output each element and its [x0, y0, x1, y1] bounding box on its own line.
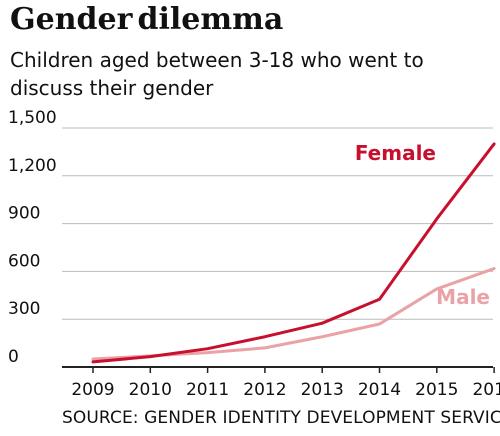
- y-tick-label: 900: [8, 204, 40, 224]
- series-label-female: Female: [355, 141, 436, 165]
- series-label-male: Male: [436, 285, 490, 309]
- x-tick-label: 2013: [301, 380, 344, 400]
- x-tick-label: 2016: [472, 380, 500, 400]
- series-lines: [91, 142, 496, 364]
- y-tick-label: 1,500: [8, 108, 57, 128]
- series-line-female: [91, 142, 496, 364]
- x-tick-label: 2014: [358, 380, 401, 400]
- x-tick-label: 2012: [243, 380, 286, 400]
- y-tick-label: 300: [8, 299, 40, 319]
- y-axis-ticks: 0 300 600 900 1,200 1,500: [8, 108, 57, 367]
- x-tick-label: 2010: [129, 380, 172, 400]
- title-word-dilemma: dilemma: [137, 2, 284, 37]
- source-note: SOURCE: GENDER IDENTITY DEVELOPMENT SERV…: [62, 408, 500, 428]
- y-tick-label: 600: [8, 251, 40, 271]
- title-word-gender: Gender: [10, 2, 133, 37]
- y-tick-label: 0: [8, 347, 19, 367]
- x-tick-label: 2009: [71, 380, 114, 400]
- x-axis-ticks: 2009 2010 2011 2012 2013 2014 2015 2016: [71, 367, 500, 400]
- chart-subtitle: Children aged between 3-18 who went to d…: [10, 48, 424, 100]
- x-tick-label: 2015: [415, 380, 458, 400]
- chart-title: Gender dilemma: [10, 2, 283, 37]
- series-line-male: [91, 267, 496, 361]
- gridlines: [62, 127, 493, 320]
- y-tick-label: 1,200: [8, 156, 57, 176]
- x-tick-label: 2011: [186, 380, 229, 400]
- series-labels: Female Male: [355, 141, 490, 309]
